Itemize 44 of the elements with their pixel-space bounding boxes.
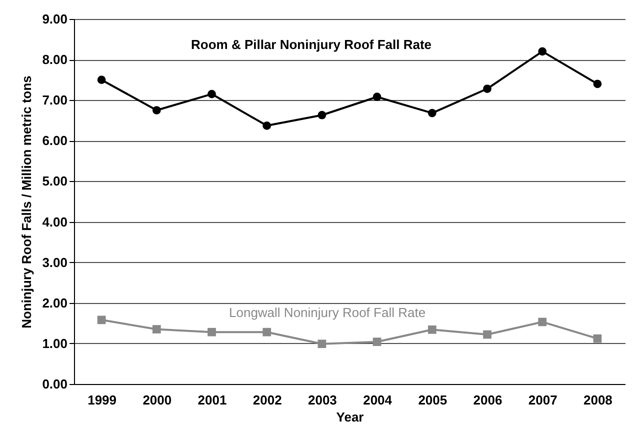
point	[152, 106, 161, 114]
point	[318, 110, 326, 120]
y-tick-label: 7.00	[42, 92, 68, 108]
point	[538, 318, 547, 326]
point	[372, 92, 382, 102]
text: Room & Pillar Noninjury Roof Fall Rate	[191, 37, 432, 52]
x-axis-title: Year	[336, 410, 364, 424]
y-tick-label: 3.00	[42, 254, 68, 270]
x-tick-label: 2000	[142, 392, 172, 408]
x-tick-label: 2002	[252, 392, 282, 408]
y-axis-title: Noninjury Roof Falls / Million metric tons	[19, 76, 34, 328]
point	[97, 76, 106, 84]
point	[428, 108, 436, 118]
point	[318, 340, 326, 348]
x-tick-label: 2007	[528, 392, 558, 408]
point	[262, 121, 272, 130]
point	[593, 334, 602, 343]
series-label: Longwall Noninjury Roof Fall Rate	[229, 305, 426, 320]
y-tick-label: 9.00	[42, 12, 68, 26]
point	[483, 84, 492, 93]
x-tick-label: 2004	[363, 392, 393, 408]
point	[208, 90, 216, 98]
point	[593, 80, 602, 88]
point	[483, 330, 492, 339]
x-tick-label: 2001	[198, 392, 227, 408]
x-tick-label: 2008	[583, 392, 612, 408]
x-tick-label: 2005	[418, 392, 448, 408]
y-tick-label: 0.00	[42, 376, 68, 392]
y-tick-label: 8.00	[42, 52, 68, 68]
y-tick-label: 6.00	[42, 133, 68, 148]
point	[538, 47, 547, 56]
x-tick-label: 2006	[473, 392, 502, 408]
x-tick-label: 1999	[88, 392, 117, 408]
point	[97, 316, 106, 324]
point	[428, 325, 436, 334]
y-tick-label: 1.00	[42, 336, 68, 351]
point	[208, 328, 216, 336]
point	[152, 325, 161, 334]
point	[262, 328, 272, 336]
x-tick-label: 2003	[308, 392, 337, 408]
y-tick-label: 2.00	[42, 295, 68, 310]
y-tick-label: 4.00	[42, 214, 68, 230]
point	[372, 338, 382, 346]
y-tick-label: 5.00	[42, 174, 68, 189]
